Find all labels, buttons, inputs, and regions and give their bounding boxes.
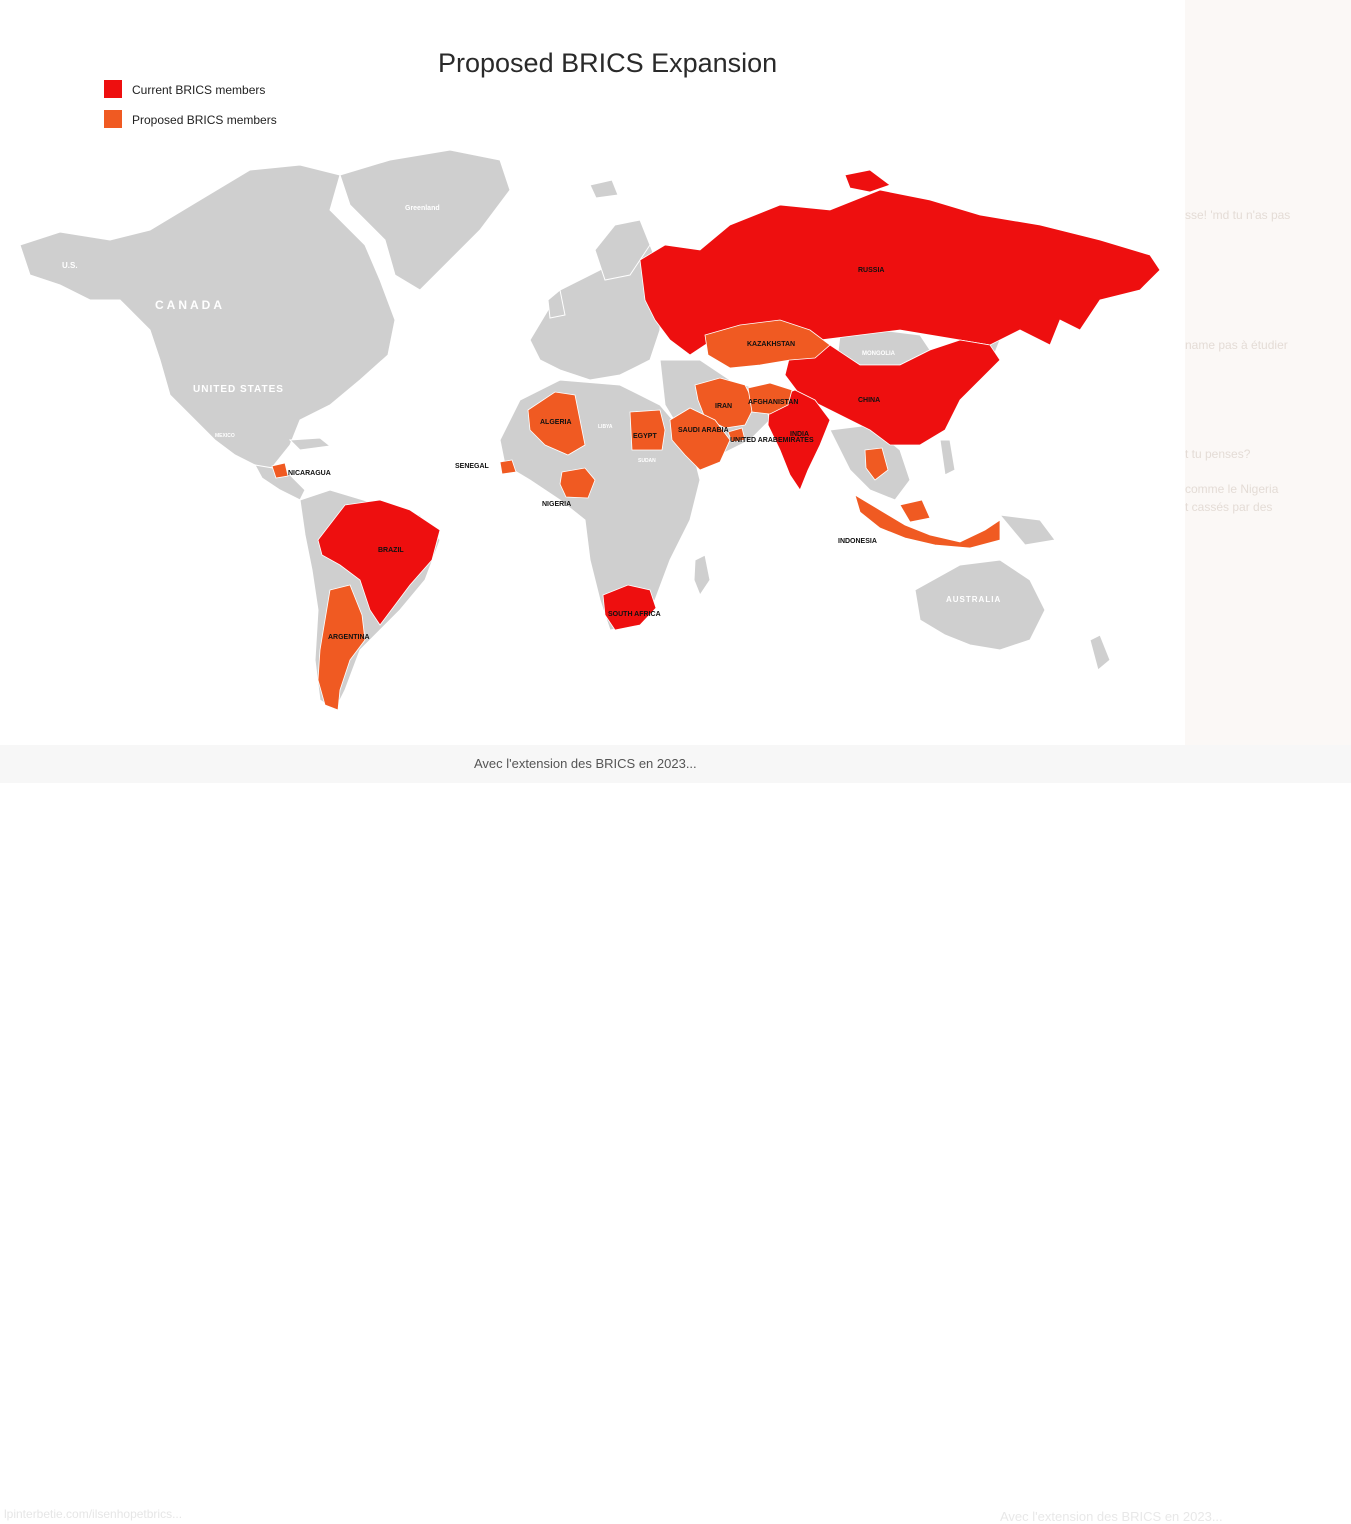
saudi-arabia-shape [669,407,731,471]
greenland-land [339,149,511,291]
label-egypt: EGYPT [633,433,657,440]
brazil-shape [317,499,441,626]
scandinavia-land [594,219,651,281]
label-canada: CANADA [155,298,225,312]
ghost-text-4: comme le Nigeria [1185,482,1279,496]
iran-shape [694,377,756,429]
indonesia-shape [854,494,1001,549]
senegal-shape [499,459,517,475]
map-image: Proposed BRICS Expansion Current BRICS m… [0,0,1185,745]
label-afghanistan: AFGHANISTAN [748,399,798,406]
label-china: CHINA [858,397,880,404]
legend-label-current: Current BRICS members [132,83,266,97]
ghost-text-2: name pas à étudier [1185,338,1288,352]
label-australia: AUSTRALIA [946,595,1001,604]
image-caption[interactable]: Avec l'extension des BRICS en 2023... [474,756,697,771]
ghost-caption-right: Avec l'extension des BRICS en 2023... [1000,1509,1223,1524]
ghost-text-1: sse! 'md tu n'as pas [1185,208,1291,222]
ghost-text-5: t cassés par des [1185,500,1273,514]
china-shape [784,339,1001,446]
australia-land [914,559,1046,651]
ghost-text-3: t tu penses? [1185,447,1251,461]
ghost-url: lpinterbetie.com/ilsenhopetbrics... [4,1507,183,1521]
new-zealand-land [1089,634,1111,671]
label-nicaragua: NICARAGUA [288,470,331,477]
label-saudi-arabia: SAUDI ARABIA [678,427,729,434]
map-title: Proposed BRICS Expansion [438,48,778,78]
legend-swatch-current [104,80,122,98]
label-mexico: MEXICO [215,433,235,439]
label-uae: UNITED ARABEMIRATES [730,437,814,444]
legend-swatch-proposed [104,110,122,128]
russia-shape [639,189,1161,356]
label-libya: LIBYA [598,424,613,430]
philippines-land [939,439,956,476]
algeria-shape [527,391,586,456]
north-america-land [19,164,396,471]
label-indonesia: INDONESIA [838,538,877,545]
label-argentina: ARGENTINA [328,634,370,641]
label-mongolia: MONGOLIA [862,351,896,357]
label-greenland: Greenland [405,205,440,212]
india-shape [767,389,831,491]
label-south-africa: SOUTH AFRICA [608,611,661,618]
egypt-shape [629,409,666,451]
blurred-side-panel: sse! 'md tu n'as pas name pas à étudier … [1185,0,1351,783]
madagascar-land [693,554,711,597]
label-brazil: BRAZIL [378,547,404,554]
south-africa-shape [602,584,657,631]
label-sudan: SUDAN [638,458,656,464]
kazakhstan-shape [704,319,831,369]
world-map-svg: RUSSIA CHINA INDIA BRAZIL SOUTH AFRICA K… [19,149,1161,711]
iceland-land [589,179,619,199]
label-algeria: ALGERIA [540,419,572,426]
label-iran: IRAN [715,403,732,410]
indonesia-borneo-shape [899,499,931,523]
russia-island-shape [844,169,891,193]
papua-land [998,514,1056,546]
uae-shape [727,427,746,443]
label-kazakhstan: KAZAKHSTAN [747,341,795,348]
label-senegal: SENEGAL [455,463,490,470]
nicaragua-shape [271,462,289,479]
legend-label-proposed: Proposed BRICS members [132,113,277,127]
label-india: INDIA [790,431,809,438]
afghanistan-shape [747,382,793,415]
caribbean-land [288,437,332,451]
thailand-shape [864,447,889,481]
label-us: U.S. [62,261,78,270]
label-nigeria: NIGERIA [542,501,571,508]
nigeria-shape [559,467,596,499]
label-russia: RUSSIA [858,267,884,274]
uk-land [547,289,566,319]
caption-bar: lpinterbetie.com/ilsenhopetbrics... Avec… [0,745,1351,1524]
label-united-states: UNITED STATES [193,384,284,395]
argentina-shape [317,584,366,711]
